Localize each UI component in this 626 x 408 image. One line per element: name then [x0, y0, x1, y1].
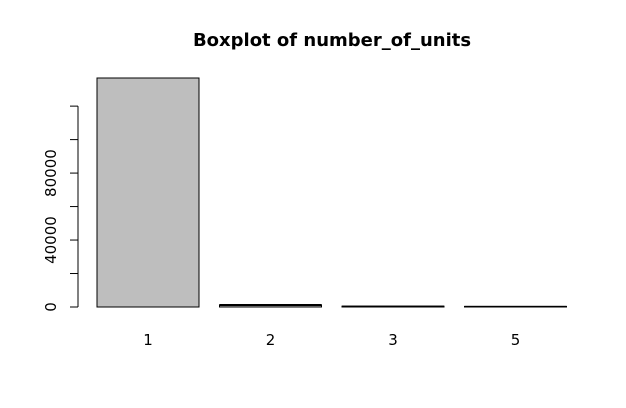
x-tick-label: 2	[266, 331, 276, 349]
x-tick-label: 3	[388, 331, 398, 349]
x-tick-label: 1	[143, 331, 153, 349]
x-tick-label: 5	[511, 331, 521, 349]
chart-title: Boxplot of number_of_units	[193, 30, 471, 51]
y-tick-label: 40000	[42, 216, 60, 264]
bars	[96, 77, 567, 308]
x-tick-labels: 1 2 3 5	[143, 331, 520, 349]
y-tick-label: 0	[42, 302, 60, 312]
bar	[96, 77, 200, 308]
y-tick-label: 80000	[42, 149, 60, 197]
y-axis: 0 40000 80000	[42, 105, 79, 312]
